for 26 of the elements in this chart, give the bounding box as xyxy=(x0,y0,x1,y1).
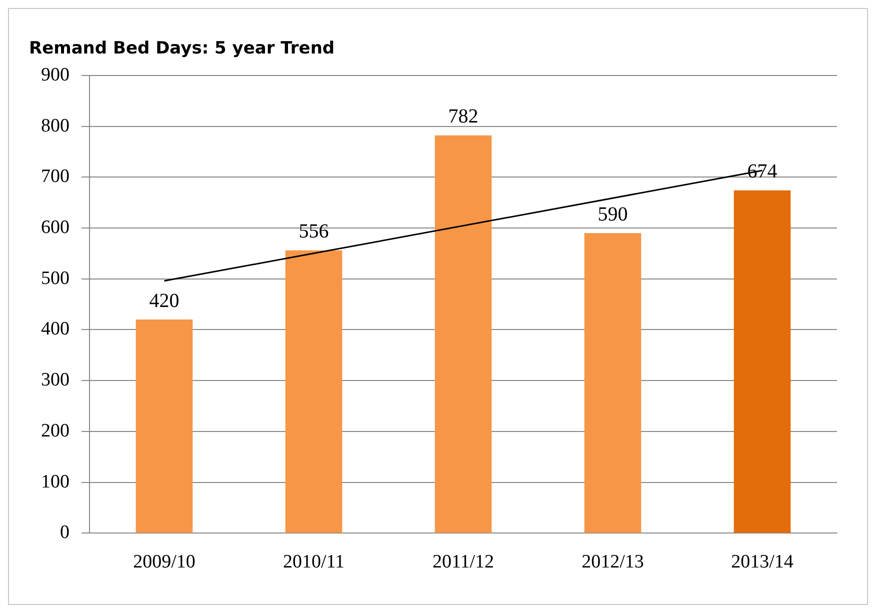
data-label: 556 xyxy=(298,220,329,243)
y-tick-label: 800 xyxy=(41,115,70,136)
bar xyxy=(136,320,193,533)
y-tick-label: 200 xyxy=(41,420,70,442)
chart-title: Remand Bed Days: 5 year Trend xyxy=(29,38,335,59)
y-tick-label: 700 xyxy=(41,166,70,188)
x-tick-label: 2011/12 xyxy=(432,552,494,573)
y-tick-label: 500 xyxy=(41,268,70,289)
data-label: 674 xyxy=(747,160,778,183)
bar xyxy=(434,135,492,533)
y-tick-label: 400 xyxy=(41,318,70,340)
bar xyxy=(285,250,342,533)
x-tick-label: 2012/13 xyxy=(582,552,644,573)
data-label: 420 xyxy=(149,290,180,312)
y-tick-label: 100 xyxy=(41,471,70,492)
y-tick-label: 0 xyxy=(60,522,70,544)
x-tick-label: 2010/11 xyxy=(282,552,345,573)
y-tick-label: 300 xyxy=(41,370,70,391)
y-tick-label: 600 xyxy=(41,216,70,238)
x-tick-label: 2013/14 xyxy=(731,552,794,573)
x-tick-label: 2009/10 xyxy=(133,552,196,573)
y-tick-label: 900 xyxy=(41,64,70,86)
bar xyxy=(584,233,642,533)
data-label: 590 xyxy=(598,203,628,226)
data-label: 782 xyxy=(448,106,478,128)
bar xyxy=(734,190,791,533)
